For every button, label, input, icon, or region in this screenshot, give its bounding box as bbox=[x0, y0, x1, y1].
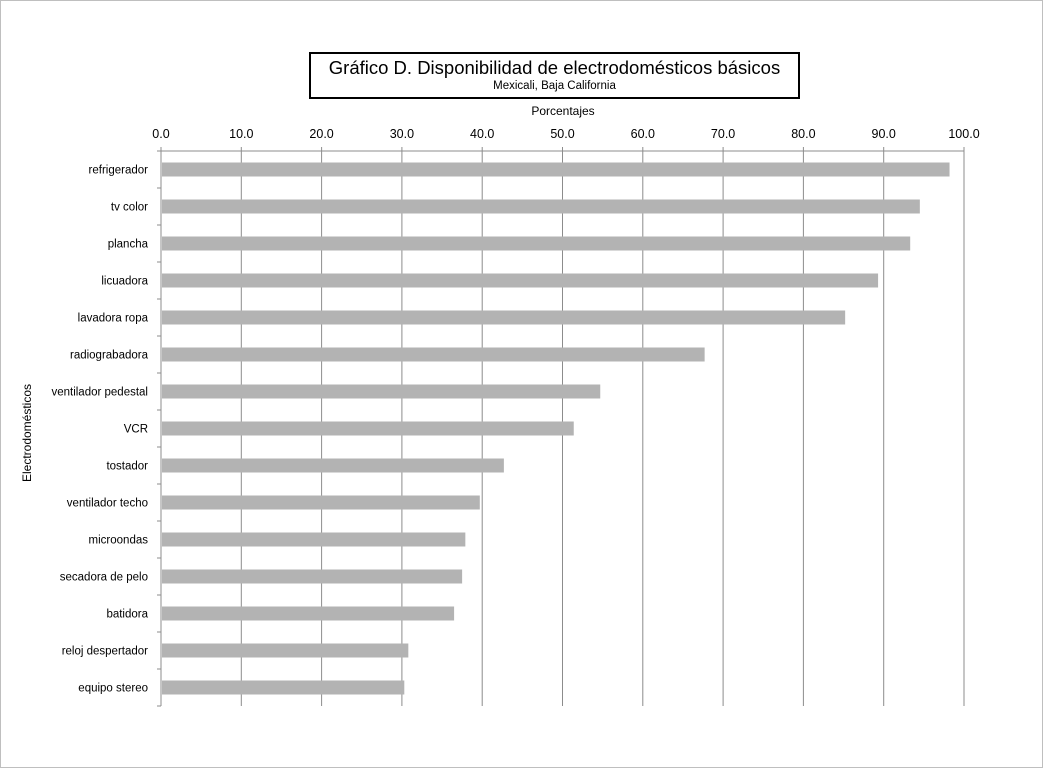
bar bbox=[162, 643, 409, 658]
bar bbox=[162, 273, 879, 288]
bar bbox=[162, 384, 601, 399]
bar bbox=[162, 162, 950, 177]
axes bbox=[157, 147, 965, 707]
category-label: plancha bbox=[108, 239, 149, 251]
chart-subtitle: Mexicali, Baja California bbox=[493, 80, 616, 92]
category-label: refrigerador bbox=[89, 165, 149, 177]
category-label: tv color bbox=[111, 202, 148, 214]
bar bbox=[162, 310, 846, 325]
category-label: ventilador pedestal bbox=[51, 387, 148, 399]
category-label: lavadora ropa bbox=[78, 313, 149, 325]
bar bbox=[162, 569, 463, 584]
bar bbox=[162, 421, 574, 436]
x-tick-label: 70.0 bbox=[711, 127, 735, 141]
labels: 0.0 10.0 20.0 30.0 40.0 50.0 60.0 70.0 80.0 90.0 1… bbox=[51, 127, 979, 695]
x-axis-title: Porcentajes bbox=[531, 104, 594, 118]
y-axis-title: Electrodomésticos bbox=[20, 384, 34, 482]
category-label: tostador bbox=[106, 461, 148, 473]
x-tick-label: 100.0 bbox=[948, 127, 979, 141]
title-box: Gráfico D. Disponibilidad de electrodomé… bbox=[309, 52, 800, 99]
x-tick-label: 0.0 bbox=[152, 127, 169, 141]
bar bbox=[162, 458, 504, 473]
x-tick-label: 20.0 bbox=[309, 127, 333, 141]
bar bbox=[162, 606, 455, 621]
chart-title: Gráfico D. Disponibilidad de electrodomé… bbox=[328, 57, 781, 78]
category-label: microondas bbox=[89, 535, 149, 547]
bar bbox=[162, 236, 911, 251]
bar bbox=[162, 532, 466, 547]
bar bbox=[162, 347, 705, 362]
category-label: reloj despertador bbox=[62, 646, 148, 658]
x-tick-label: 30.0 bbox=[390, 127, 414, 141]
category-label: batidora bbox=[106, 609, 148, 621]
bars bbox=[162, 162, 950, 695]
x-tick-label: 60.0 bbox=[631, 127, 655, 141]
category-label: radiograbadora bbox=[70, 350, 149, 362]
bar bbox=[162, 495, 480, 510]
category-label: VCR bbox=[124, 424, 148, 436]
category-label: licuadora bbox=[101, 276, 148, 288]
x-tick-label: 10.0 bbox=[229, 127, 253, 141]
x-tick-label: 50.0 bbox=[550, 127, 574, 141]
category-label: ventilador techo bbox=[67, 498, 148, 510]
x-tick-label: 80.0 bbox=[791, 127, 815, 141]
category-label: secadora de pelo bbox=[60, 572, 148, 584]
bar bbox=[162, 199, 920, 214]
bar bbox=[162, 680, 405, 695]
x-tick-label: 90.0 bbox=[872, 127, 896, 141]
category-label: equipo stereo bbox=[78, 683, 148, 695]
x-tick-label: 40.0 bbox=[470, 127, 494, 141]
